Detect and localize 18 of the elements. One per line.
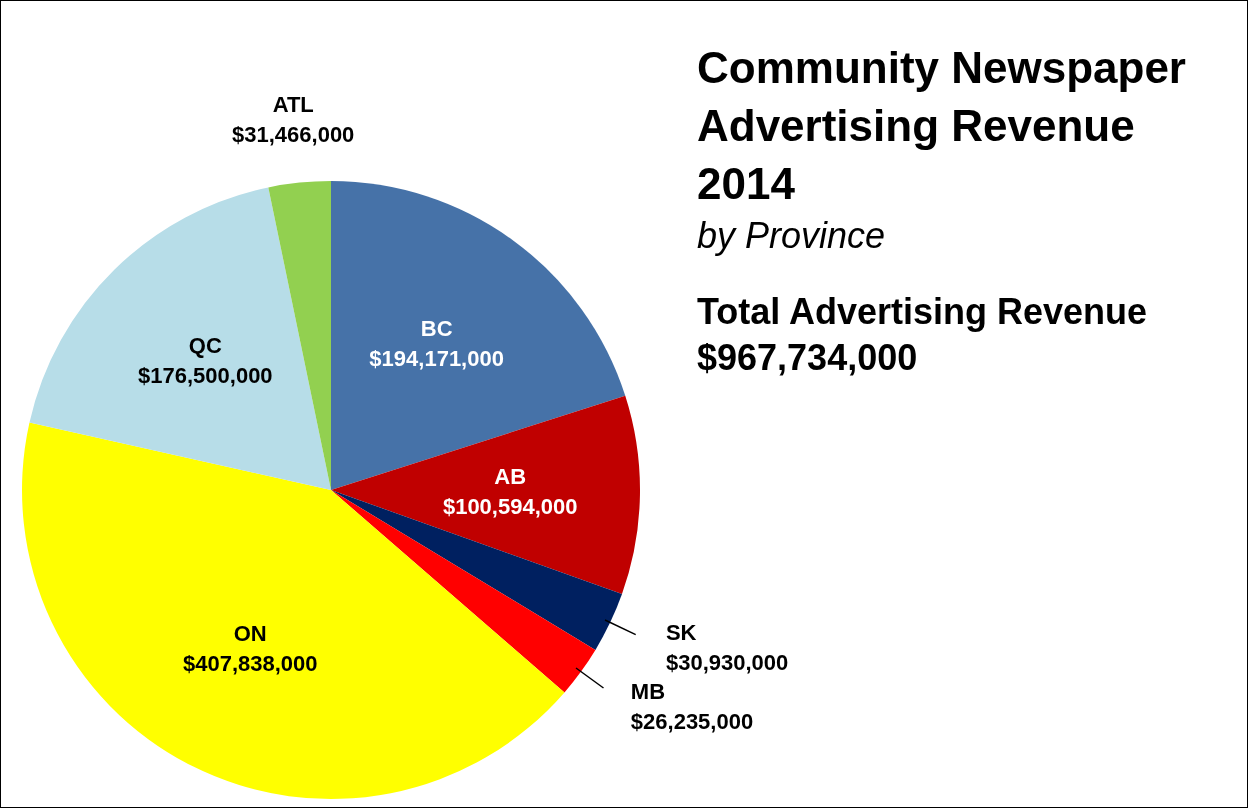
- data-label: $194,171,000: [369, 346, 504, 372]
- text: Total Advertising Revenue: [697, 290, 1149, 334]
- data-label: $100,594,000: [442, 494, 578, 520]
- slice-label: AB: [494, 464, 527, 490]
- data-label: $30,930,000: [665, 650, 789, 676]
- slice-label: BC: [420, 316, 453, 342]
- slice-label: ATL: [272, 92, 314, 118]
- data-label: $407,838,000: [182, 651, 318, 677]
- slice-label: SK: [665, 620, 697, 646]
- data-label: $176,500,000: [138, 363, 273, 389]
- slice-label: ON: [233, 621, 267, 647]
- text: Community Newspaper Advertising Revenue 2014: [697, 42, 1187, 210]
- slice-label: QC: [188, 333, 222, 359]
- text: by Province: [697, 214, 887, 258]
- text: $967,734,000: [697, 336, 919, 380]
- slice-label: MB: [630, 679, 666, 705]
- data-label: $31,466,000: [232, 122, 355, 148]
- data-label: $26,235,000: [630, 709, 754, 735]
